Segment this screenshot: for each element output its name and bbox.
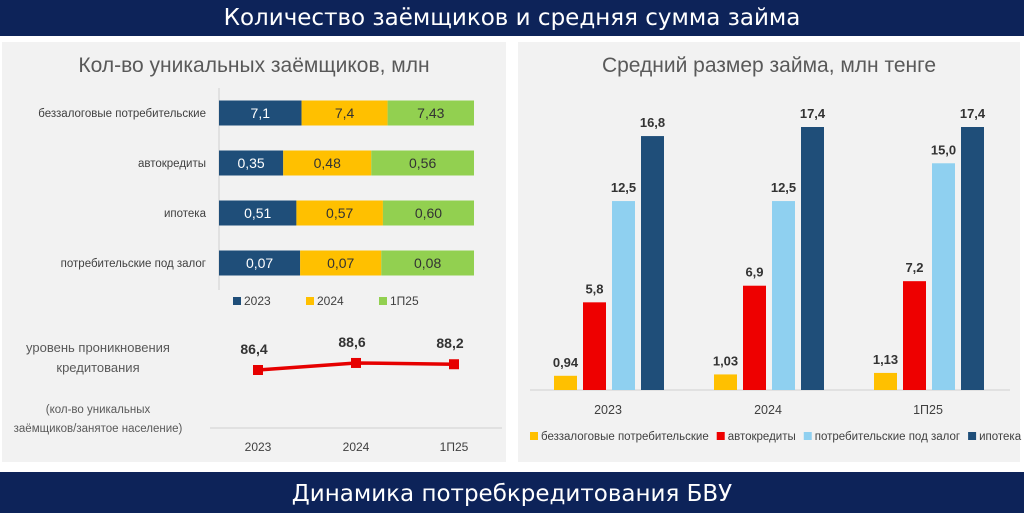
line-note: заёмщиков/занятое население)	[14, 423, 183, 435]
category-label: автокредиты	[138, 158, 206, 170]
header-title: Количество заёмщиков и средняя сумма зай…	[0, 0, 1024, 36]
bar-segment	[296, 200, 383, 226]
data-label: 15,0	[931, 142, 956, 157]
line-label: уровень проникновения	[26, 340, 170, 355]
bar-segment	[301, 100, 388, 126]
bar	[772, 201, 795, 390]
legend-swatch	[233, 297, 241, 305]
legend-label: 2024	[317, 294, 344, 308]
legend-label: автокредиты	[728, 431, 796, 443]
legend-label: ипотека	[979, 431, 1022, 443]
x-tick-label: 2024	[754, 403, 782, 417]
data-label: 0,57	[326, 205, 353, 221]
line-marker	[449, 359, 459, 370]
data-label: 5,8	[585, 281, 603, 296]
data-label: 17,4	[960, 106, 986, 121]
x-tick-label: 2023	[245, 440, 272, 454]
bar-segment	[381, 250, 474, 276]
footer-title: Динамика потребкредитования БВУ	[0, 472, 1024, 513]
data-label: 1,03	[713, 353, 738, 368]
legend-label: беззалоговые потребительские	[541, 431, 709, 443]
bar-segment	[219, 200, 297, 226]
bar-segment	[219, 250, 301, 276]
bar-segment	[382, 200, 474, 226]
bar	[903, 281, 926, 390]
data-label: 0,48	[314, 155, 341, 171]
bar	[612, 201, 635, 390]
bar	[554, 375, 577, 390]
data-label: 86,4	[240, 341, 267, 357]
data-label: 0,35	[237, 155, 264, 171]
data-label: 0,60	[415, 205, 442, 221]
data-label: 0,51	[244, 205, 271, 221]
bar	[743, 285, 766, 390]
data-label: 12,5	[771, 180, 796, 195]
bar	[961, 127, 984, 390]
data-label: 0,07	[327, 255, 354, 271]
x-tick-label: 1П25	[440, 440, 469, 454]
bar	[641, 136, 664, 390]
data-label: 17,4	[800, 106, 826, 121]
legend-swatch	[530, 432, 538, 440]
category-label: потребительские под залог	[61, 258, 206, 270]
bar-segment	[283, 150, 372, 176]
legend-label: потребительские под залог	[815, 431, 960, 443]
bar	[583, 302, 606, 390]
data-label: 0,56	[409, 155, 436, 171]
bar-segment	[300, 250, 382, 276]
category-label: ипотека	[164, 208, 207, 220]
category-label: беззалоговые потребительские	[38, 108, 206, 120]
line-label: кредитования	[56, 360, 139, 375]
legend-swatch	[803, 432, 812, 440]
data-label: 0,94	[553, 355, 579, 370]
data-label: 7,4	[335, 105, 355, 121]
data-label: 88,6	[338, 334, 365, 350]
x-tick-label: 2024	[343, 440, 370, 454]
bar	[801, 127, 824, 390]
bar-segment	[219, 100, 302, 126]
data-label: 7,2	[905, 260, 923, 275]
data-label: 7,43	[417, 105, 444, 121]
data-label: 16,8	[640, 115, 665, 130]
data-label: 0,07	[246, 255, 273, 271]
data-label: 7,1	[251, 105, 271, 121]
bar	[714, 374, 737, 390]
line-marker	[351, 357, 361, 368]
legend-swatch	[306, 297, 314, 305]
data-label: 12,5	[611, 180, 636, 195]
chart-title: Средний размер займа, млн тенге	[602, 54, 936, 77]
bar-segment	[387, 100, 474, 126]
data-label: 6,9	[745, 265, 763, 280]
legend-swatch	[716, 432, 725, 440]
legend-label: 2023	[244, 294, 271, 308]
bar-segment	[219, 150, 284, 176]
legend-swatch	[968, 432, 977, 440]
data-label: 1,13	[873, 352, 898, 367]
chart-title: Кол-во уникальных заёмщиков, млн	[78, 54, 429, 77]
bar	[874, 372, 897, 390]
legend-label: 1П25	[390, 294, 419, 308]
legend-swatch	[379, 297, 387, 305]
line-note: (кол-во уникальных	[46, 404, 151, 416]
line-marker	[253, 365, 263, 375]
x-tick-label: 1П25	[913, 403, 943, 417]
bar-segment	[371, 150, 474, 176]
data-label: 0,08	[414, 255, 441, 271]
bar	[932, 163, 955, 390]
x-tick-label: 2023	[594, 403, 622, 417]
data-label: 88,2	[436, 335, 463, 351]
